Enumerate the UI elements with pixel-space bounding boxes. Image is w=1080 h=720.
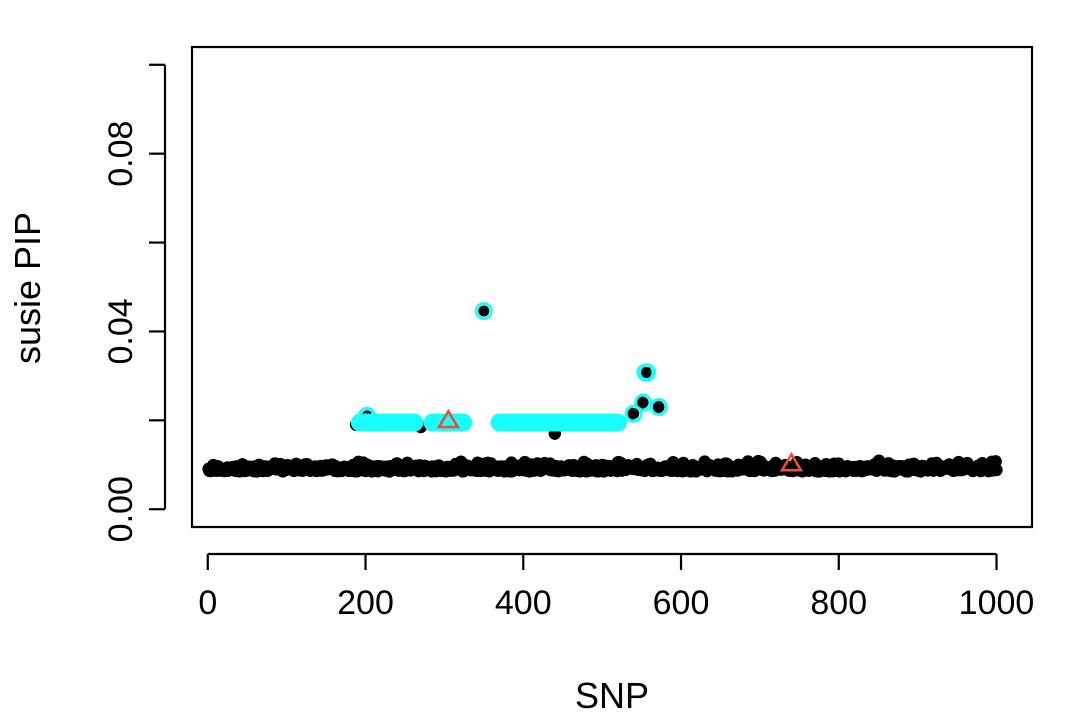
y-tick-label: 0.08 <box>102 121 140 187</box>
y-tick-label: 0.04 <box>102 298 140 364</box>
plot-frame <box>190 45 1034 529</box>
x-tick-label: 400 <box>495 584 552 622</box>
credible-set-point <box>634 393 653 412</box>
x-tick-label: 800 <box>810 584 867 622</box>
y-tick-label: 0.00 <box>102 476 140 542</box>
x-axis: 0 200 400 600 800 1000 <box>198 552 1035 622</box>
x-tick-label: 1000 <box>959 584 1035 622</box>
causal-snp-triangle <box>779 451 804 472</box>
credible-set-point <box>608 413 627 432</box>
x-tick-label: 600 <box>653 584 710 622</box>
y-axis-title: susie PIP <box>7 212 48 364</box>
causal-snp-markers <box>436 408 804 472</box>
credible-set-point <box>638 363 657 382</box>
x-axis-title: SNP <box>575 675 649 716</box>
snp-point <box>641 366 653 378</box>
credible-set-point <box>474 302 493 320</box>
causal-snp-triangle <box>436 408 461 429</box>
y-axis: 0.00 0.04 0.08 <box>102 63 167 542</box>
credible-set-point <box>624 404 643 423</box>
credible-set-point <box>405 413 424 432</box>
snp-point <box>990 463 1003 477</box>
snp-points <box>202 305 1003 478</box>
credible-set-point <box>358 406 377 425</box>
snp-point <box>478 305 490 317</box>
x-tick-label: 0 <box>198 584 217 622</box>
credible-set-point <box>649 398 668 416</box>
x-tick-label: 200 <box>337 584 394 622</box>
credible-set-points <box>351 302 668 432</box>
snp-point <box>635 396 648 409</box>
snp-point <box>651 400 665 414</box>
